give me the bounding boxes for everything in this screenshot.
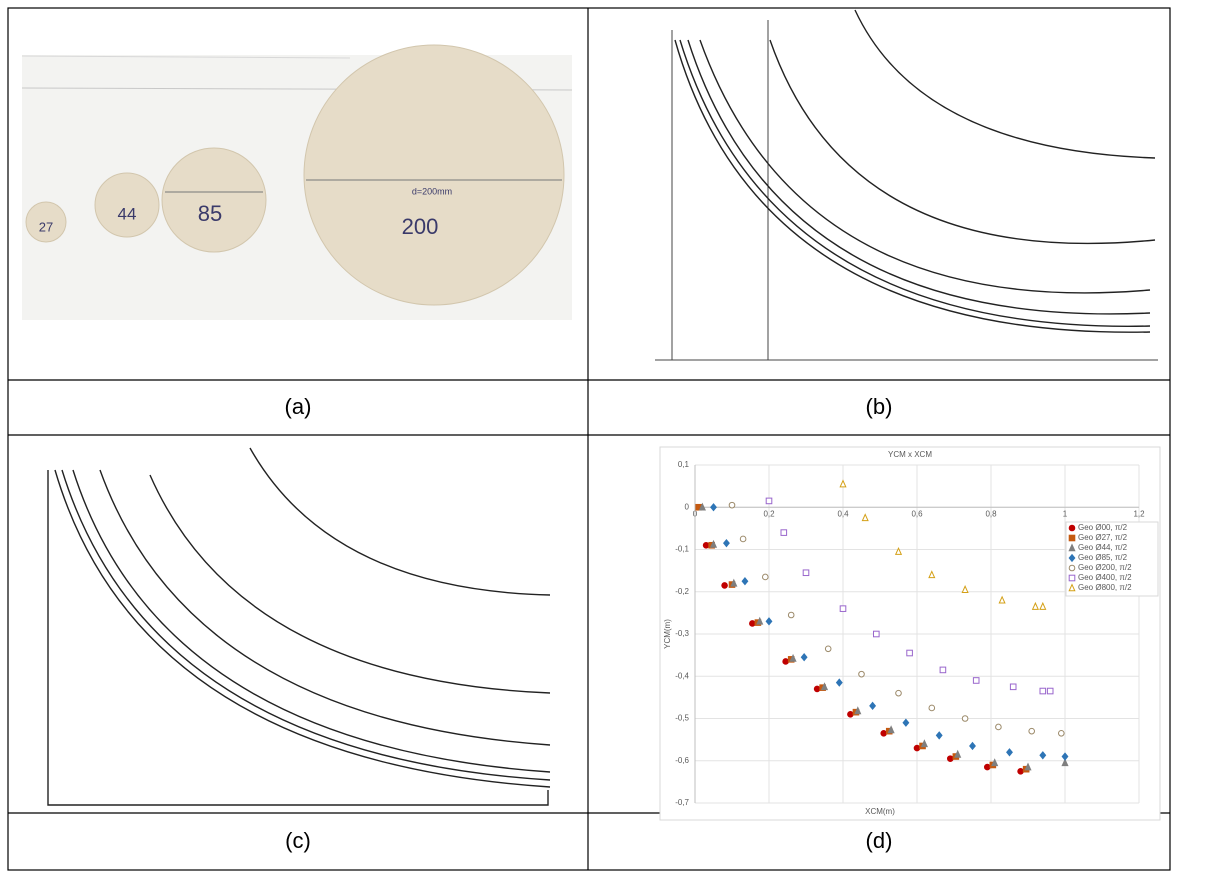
legend-label: Geo Ø400, π/2 xyxy=(1078,573,1132,582)
photo-label: 200 xyxy=(402,214,439,239)
point xyxy=(859,671,865,677)
point xyxy=(962,716,968,722)
point xyxy=(848,711,854,717)
cad-drawing xyxy=(48,448,550,805)
point xyxy=(896,690,902,696)
point xyxy=(940,667,946,673)
page: 27 44 85 200 d=200mm (a) (b) (c) (d) YCM… xyxy=(0,0,1216,886)
x-tick-label: 1,2 xyxy=(1133,509,1145,518)
point xyxy=(1059,730,1065,736)
point xyxy=(907,650,913,656)
y-tick-label: 0,1 xyxy=(678,460,690,469)
point xyxy=(1069,535,1075,541)
point xyxy=(825,646,831,652)
point xyxy=(803,570,809,576)
legend-label: Geo Ø800, π/2 xyxy=(1078,583,1132,592)
caption: (b) xyxy=(866,394,893,419)
point xyxy=(948,756,954,762)
photo-label: 27 xyxy=(39,219,53,234)
point xyxy=(874,631,880,637)
photo-label: d=200mm xyxy=(412,186,452,196)
point xyxy=(1069,565,1075,571)
x-axis-label: XCM(m) xyxy=(865,807,895,816)
point xyxy=(914,745,920,751)
point xyxy=(985,764,991,770)
point xyxy=(729,502,735,508)
point xyxy=(783,659,789,665)
point xyxy=(840,606,846,612)
x-tick-label: 1 xyxy=(1063,509,1068,518)
x-tick-label: 0,8 xyxy=(985,509,997,518)
point xyxy=(1040,688,1046,694)
point xyxy=(1018,769,1024,775)
caption: (a) xyxy=(285,394,312,419)
chart-title: YCM x XCM xyxy=(888,450,932,459)
legend-label: Geo Ø85, π/2 xyxy=(1078,553,1128,562)
point xyxy=(750,621,756,627)
y-tick-label: -0,3 xyxy=(675,629,689,638)
y-tick-label: -0,7 xyxy=(675,798,689,807)
photo-label: 85 xyxy=(198,201,222,226)
caption: (d) xyxy=(866,828,893,853)
legend-label: Geo Ø00, π/2 xyxy=(1078,523,1128,532)
point xyxy=(814,686,820,692)
point xyxy=(973,678,979,684)
y-tick-label: -0,1 xyxy=(675,545,689,554)
legend-label: Geo Ø200, π/2 xyxy=(1078,563,1132,572)
x-tick-label: 0,2 xyxy=(763,509,775,518)
photo: 27 44 85 200 d=200mm xyxy=(22,45,572,320)
point xyxy=(929,705,935,711)
point xyxy=(1029,728,1035,734)
point xyxy=(1047,688,1053,694)
y-tick-label: -0,6 xyxy=(675,756,689,765)
point xyxy=(763,574,769,580)
point xyxy=(1069,525,1075,531)
point xyxy=(722,583,728,589)
point xyxy=(1069,575,1075,581)
photo-label: 44 xyxy=(118,204,137,223)
point xyxy=(781,530,787,536)
scanned-drawing xyxy=(655,10,1158,360)
y-tick-label: -0,4 xyxy=(675,671,689,680)
point xyxy=(881,730,887,736)
y-axis-label: YCM(m) xyxy=(663,619,672,649)
y-tick-label: -0,2 xyxy=(675,587,689,596)
point xyxy=(766,498,772,504)
point xyxy=(996,724,1002,730)
point xyxy=(788,612,794,618)
point xyxy=(703,542,709,548)
y-tick-label: -0,5 xyxy=(675,714,689,723)
point xyxy=(740,536,746,542)
x-tick-label: 0,6 xyxy=(911,509,923,518)
legend-label: Geo Ø27, π/2 xyxy=(1078,533,1128,542)
caption: (c) xyxy=(285,828,311,853)
y-tick-label: 0 xyxy=(685,502,690,511)
point xyxy=(1010,684,1016,690)
x-tick-label: 0,4 xyxy=(837,509,849,518)
legend-label: Geo Ø44, π/2 xyxy=(1078,543,1128,552)
